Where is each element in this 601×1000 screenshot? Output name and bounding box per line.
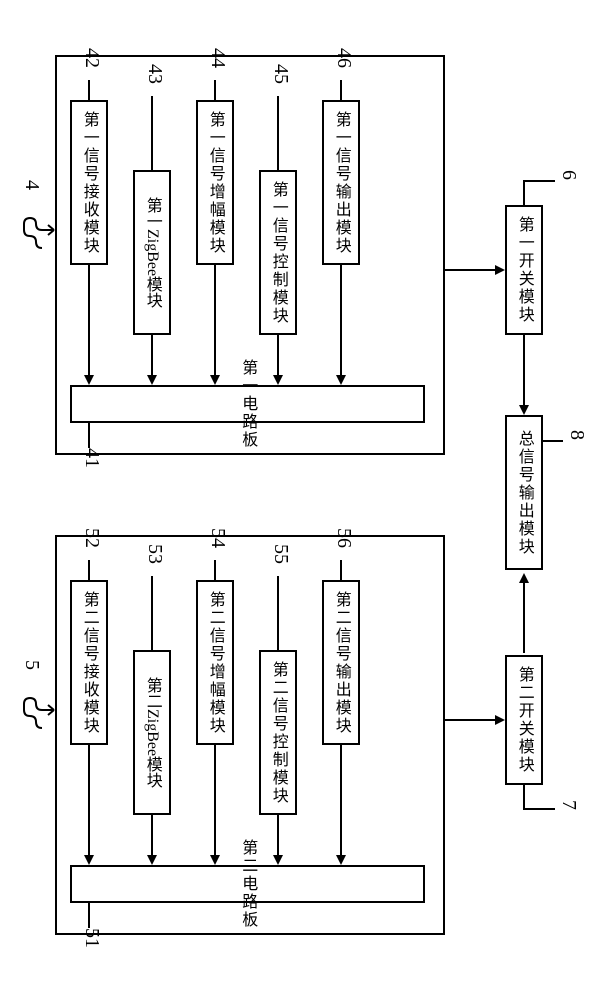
board-41-label: 第一电路板 xyxy=(239,359,257,449)
module-43-label: 第一ZigBee模块 xyxy=(143,197,161,308)
leader-51 xyxy=(88,903,90,928)
module-53: 第二ZigBee模块 xyxy=(133,650,171,815)
arrow-56-board xyxy=(331,745,351,867)
leader-52 xyxy=(88,560,90,580)
module-7-label: 第二开关模块 xyxy=(515,666,533,774)
label-53: 53 xyxy=(143,544,166,564)
module-55-label: 第二信号控制模块 xyxy=(269,661,287,805)
module-44-label: 第一信号增幅模块 xyxy=(206,111,224,255)
arrow-46-board xyxy=(331,265,351,387)
arrow-53-board xyxy=(142,815,162,867)
module-46: 第一信号输出模块 xyxy=(322,100,360,265)
arrow-45-board xyxy=(268,335,288,387)
leader-45 xyxy=(277,96,279,170)
label-5: 5 xyxy=(20,660,43,670)
arrow-g5-m7 xyxy=(445,710,507,730)
board-51-label: 第二电路板 xyxy=(239,839,257,929)
arrow-55-board xyxy=(268,815,288,867)
leader-44 xyxy=(214,80,216,100)
module-43: 第一ZigBee模块 xyxy=(133,170,171,335)
leader-6-h xyxy=(525,180,555,182)
module-44: 第一信号增幅模块 xyxy=(196,100,234,265)
leader-54 xyxy=(214,560,216,580)
label-8: 8 xyxy=(565,430,588,440)
label-43: 43 xyxy=(143,64,166,84)
squiggle-5 xyxy=(18,690,56,730)
leader-6 xyxy=(523,180,525,205)
label-44: 44 xyxy=(206,48,229,68)
leader-41 xyxy=(88,423,90,448)
module-42: 第一信号接收模块 xyxy=(70,100,108,265)
label-6: 6 xyxy=(557,170,580,180)
module-52-label: 第二信号接收模块 xyxy=(80,591,98,735)
module-52: 第二信号接收模块 xyxy=(70,580,108,745)
arrow-52-board xyxy=(79,745,99,867)
label-7: 7 xyxy=(557,800,580,810)
arrow-44-board xyxy=(205,265,225,387)
leader-56 xyxy=(340,560,342,580)
module-46-label: 第一信号输出模块 xyxy=(332,111,350,255)
leader-46 xyxy=(340,80,342,100)
module-42-label: 第一信号接收模块 xyxy=(80,111,98,255)
module-53-label: 第二ZigBee模块 xyxy=(143,677,161,788)
arrow-m6-m8 xyxy=(514,335,534,417)
arrow-54-board xyxy=(205,745,225,867)
label-52: 52 xyxy=(80,528,103,548)
label-4: 4 xyxy=(20,180,43,190)
leader-55 xyxy=(277,576,279,650)
leader-8 xyxy=(543,440,563,442)
module-7: 第二开关模块 xyxy=(505,655,543,785)
module-6-label: 第一开关模块 xyxy=(515,216,533,324)
module-55: 第二信号控制模块 xyxy=(259,650,297,815)
module-56-label: 第二信号输出模块 xyxy=(332,591,350,735)
arrow-m7-m8 xyxy=(514,573,534,655)
leader-43 xyxy=(151,96,153,170)
label-51: 51 xyxy=(80,928,103,948)
label-56: 56 xyxy=(332,528,355,548)
label-41: 41 xyxy=(80,448,103,468)
leader-42 xyxy=(88,80,90,100)
module-54-label: 第二信号增幅模块 xyxy=(206,591,224,735)
label-55: 55 xyxy=(269,544,292,564)
module-6: 第一开关模块 xyxy=(505,205,543,335)
label-42: 42 xyxy=(80,48,103,68)
block-diagram: 4 第一信号接收模块 第一ZigBee模块 第一信号增幅模块 第一信号控制模块 … xyxy=(0,0,601,1000)
arrow-g4-m6 xyxy=(445,260,507,280)
label-54: 54 xyxy=(206,528,229,548)
board-51: 第二电路板 xyxy=(70,865,425,903)
arrow-42-board xyxy=(79,265,99,387)
leader-7-h xyxy=(525,808,555,810)
module-45-label: 第一信号控制模块 xyxy=(269,181,287,325)
module-8: 总信号输出模块 xyxy=(505,415,543,570)
squiggle-4 xyxy=(18,210,56,250)
leader-53 xyxy=(151,576,153,650)
label-45: 45 xyxy=(269,64,292,84)
arrow-43-board xyxy=(142,335,162,387)
leader-7 xyxy=(523,785,525,810)
module-45: 第一信号控制模块 xyxy=(259,170,297,335)
label-46: 46 xyxy=(332,48,355,68)
module-56: 第二信号输出模块 xyxy=(322,580,360,745)
module-8-label: 总信号输出模块 xyxy=(515,430,533,556)
board-41: 第一电路板 xyxy=(70,385,425,423)
module-54: 第二信号增幅模块 xyxy=(196,580,234,745)
